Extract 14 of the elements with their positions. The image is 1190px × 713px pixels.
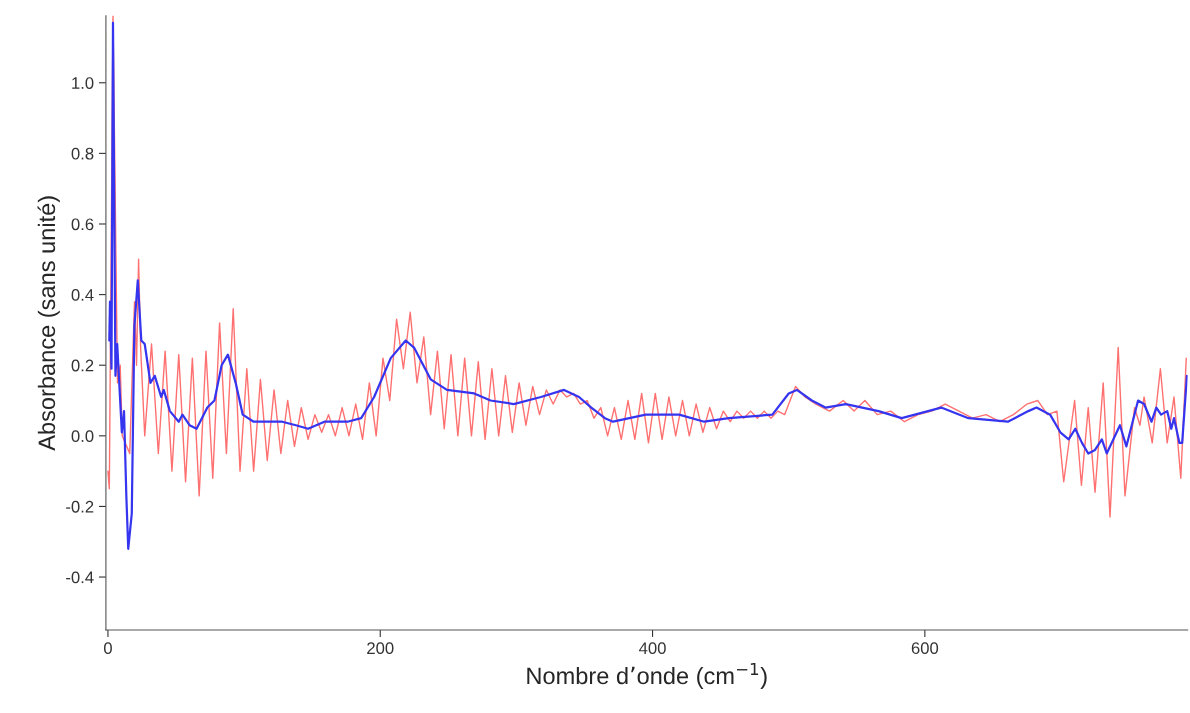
x-tick-label: 400 — [639, 642, 666, 655]
y-tick-label: 0.0 — [71, 430, 94, 443]
y-tick-label: 0.4 — [71, 289, 94, 301]
y-tick-label: 1.0 — [72, 77, 94, 89]
y-tick-label: 0.8 — [71, 147, 94, 160]
y-tick-label: -0.2 — [66, 500, 94, 513]
y-tick-label: 0.2 — [71, 359, 94, 372]
x-tick-label: 200 — [367, 642, 394, 655]
y-axis-title: Absorbance (sans unité) — [37, 196, 60, 451]
y-tick-label: -0.4 — [66, 571, 94, 584]
y-tick-label: 0.6 — [71, 218, 94, 231]
x-axis-title: Nombre d’onde (cm$^{−1}$) — [527, 662, 767, 689]
x-tick-label: 0 — [103, 642, 112, 655]
x-tick-label: 600 — [911, 642, 939, 655]
